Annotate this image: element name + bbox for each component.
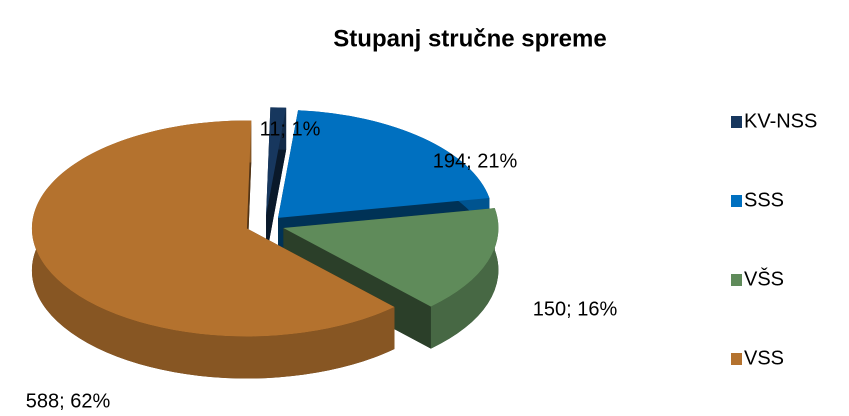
legend-label: KV-NSS [744, 110, 817, 132]
legend-label: VSS [744, 347, 784, 369]
data-label: 588; 62% [26, 390, 111, 412]
legend-swatch [731, 353, 742, 365]
slice [278, 110, 490, 218]
slice-rim [430, 208, 499, 349]
data-label: 194; 21% [433, 150, 518, 172]
slice-tops [31, 107, 499, 337]
legend-swatch [731, 274, 742, 286]
data-label: 150; 16% [533, 298, 618, 320]
data-label: 11; 1% [260, 118, 321, 140]
slice-rim [31, 120, 395, 379]
legend-label: SSS [744, 189, 784, 211]
slice [283, 208, 499, 307]
slice [266, 107, 287, 216]
legend-label: VŠS [744, 267, 784, 290]
legend-swatch [731, 195, 742, 207]
legend-swatch [731, 116, 742, 128]
slice [31, 120, 395, 337]
chart-title: Stupanj stručne spreme [333, 25, 606, 52]
